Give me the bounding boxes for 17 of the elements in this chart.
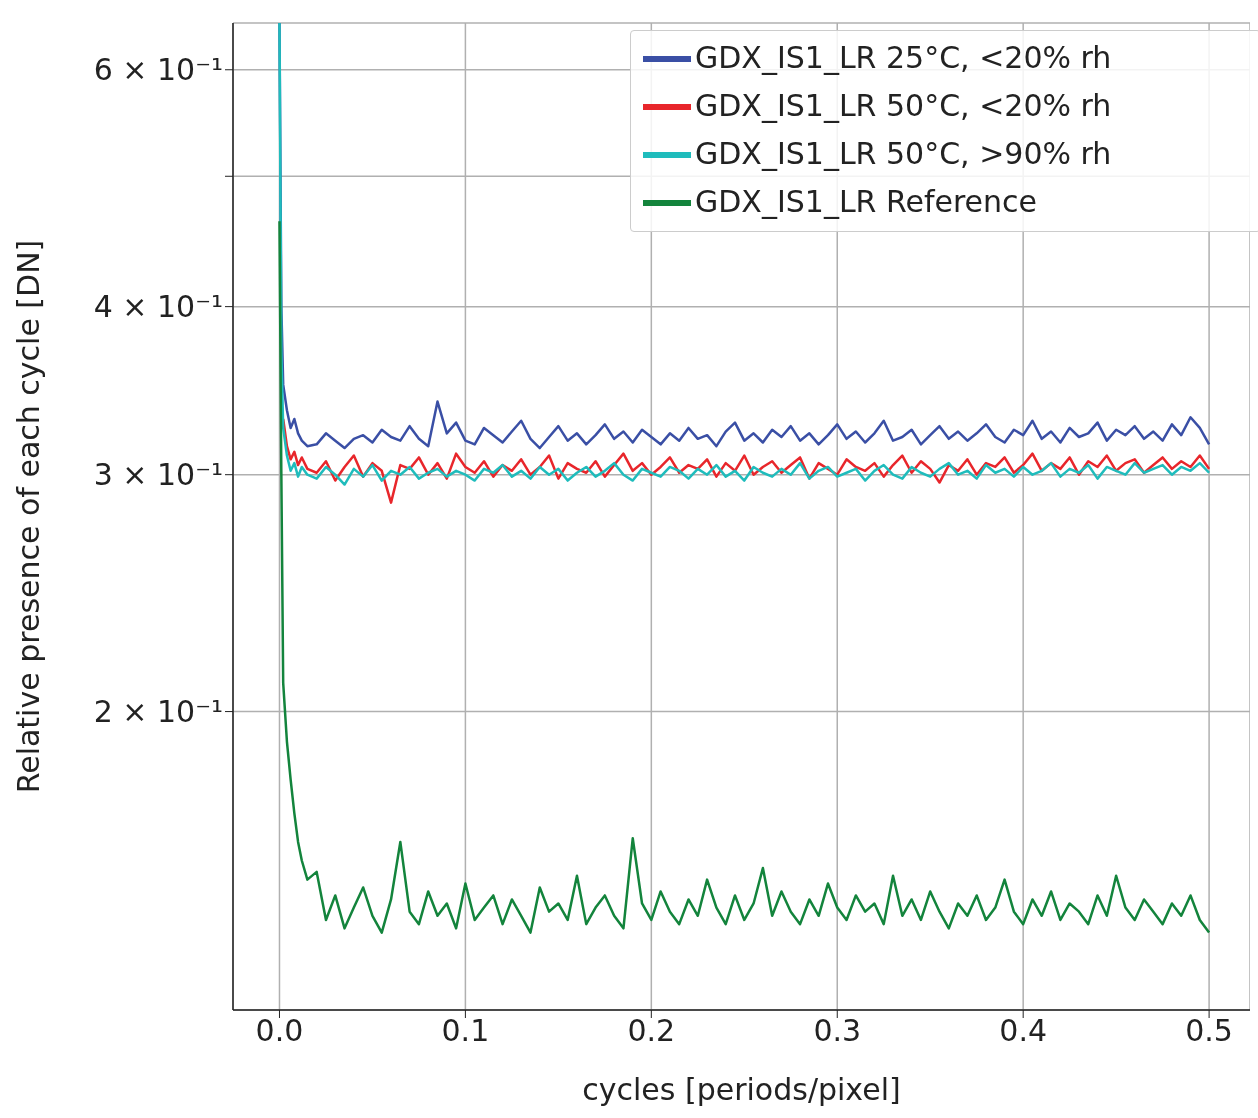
- x-tick-label: 0.3: [813, 1013, 862, 1049]
- x-tick-label: 0.2: [627, 1013, 676, 1049]
- y-axis-title: Relative presence of each cycle [DN]: [10, 239, 46, 794]
- x-tick-label: 0.4: [999, 1013, 1048, 1049]
- y-tick-label: 6 × 10⁻¹: [93, 52, 223, 88]
- legend-label: GDX_IS1_LR 50°C, <20% rh: [695, 87, 1112, 123]
- y-tick-label: 2 × 10⁻¹: [93, 694, 223, 730]
- x-tick-label: 0.0: [255, 1013, 304, 1049]
- y-tick-label: 4 × 10⁻¹: [93, 289, 223, 325]
- line-series: [278, 219, 1211, 934]
- x-tick-label: 0.1: [441, 1013, 490, 1049]
- legend-label: GDX_IS1_LR Reference: [695, 183, 1038, 219]
- x-tick-label: 0.5: [1185, 1013, 1233, 1049]
- x-axis-title: cycles [periods/pixel]: [582, 1072, 901, 1107]
- legend-label: GDX_IS1_LR 25°C, <20% rh: [695, 39, 1112, 75]
- y-tick-label: 3 × 10⁻¹: [93, 457, 223, 493]
- legend-label: GDX_IS1_LR 50°C, >90% rh: [695, 135, 1112, 171]
